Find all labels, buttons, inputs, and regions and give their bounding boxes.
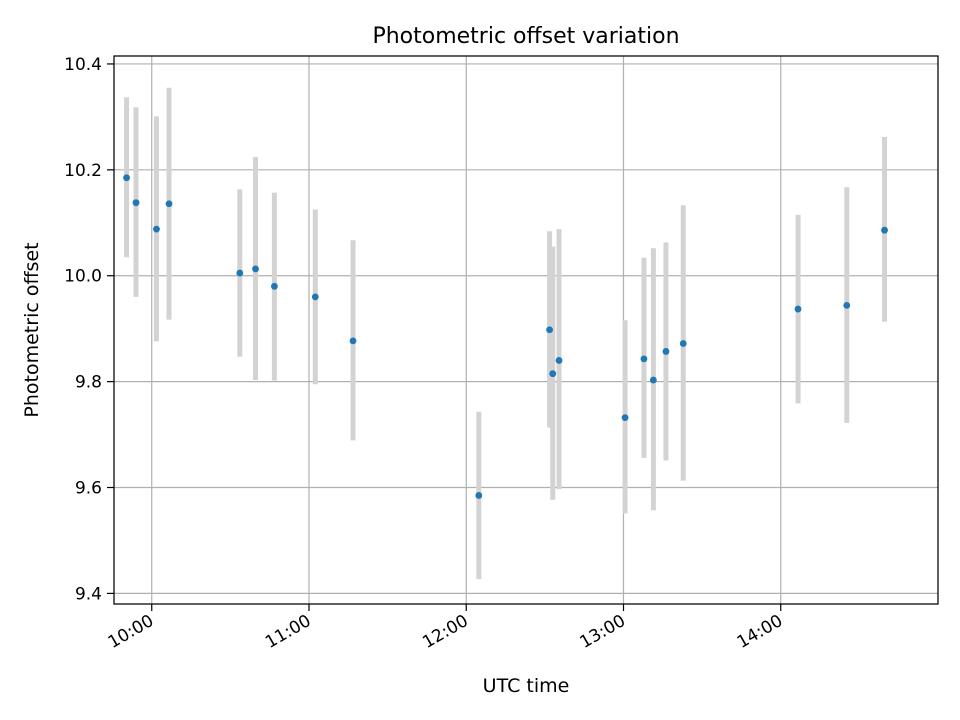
data-point (311, 293, 319, 301)
y-tick-label: 10.2 (64, 161, 102, 181)
data-point (555, 357, 563, 364)
y-tick-label: 9.4 (75, 584, 102, 604)
data-point (123, 174, 130, 182)
data-point (649, 376, 657, 384)
data-point (662, 348, 670, 355)
y-tick-label: 9.6 (75, 479, 102, 499)
y-tick-label: 9.8 (75, 373, 102, 393)
y-axis-label: Photometric offset (21, 242, 43, 417)
data-points (123, 174, 888, 499)
chart-title: Photometric offset variation (372, 24, 679, 49)
data-point (621, 414, 629, 422)
data-point (546, 326, 553, 334)
grid (114, 56, 938, 604)
plot-frame (113, 55, 939, 605)
data-point (843, 301, 851, 309)
x-axis-label: UTC time (483, 675, 570, 697)
data-point (132, 199, 140, 207)
data-point (349, 337, 357, 345)
data-point (549, 370, 557, 378)
y-tick-label: 10.0 (64, 267, 102, 287)
data-point (794, 305, 802, 313)
data-point (236, 269, 244, 277)
data-point (679, 340, 687, 347)
data-point (881, 226, 888, 234)
y-tick-label: 10.4 (64, 55, 102, 75)
data-point (153, 225, 160, 233)
data-point (640, 355, 648, 363)
data-point (252, 265, 259, 273)
data-point (475, 492, 483, 499)
data-point (165, 200, 173, 208)
data-point (270, 282, 278, 290)
